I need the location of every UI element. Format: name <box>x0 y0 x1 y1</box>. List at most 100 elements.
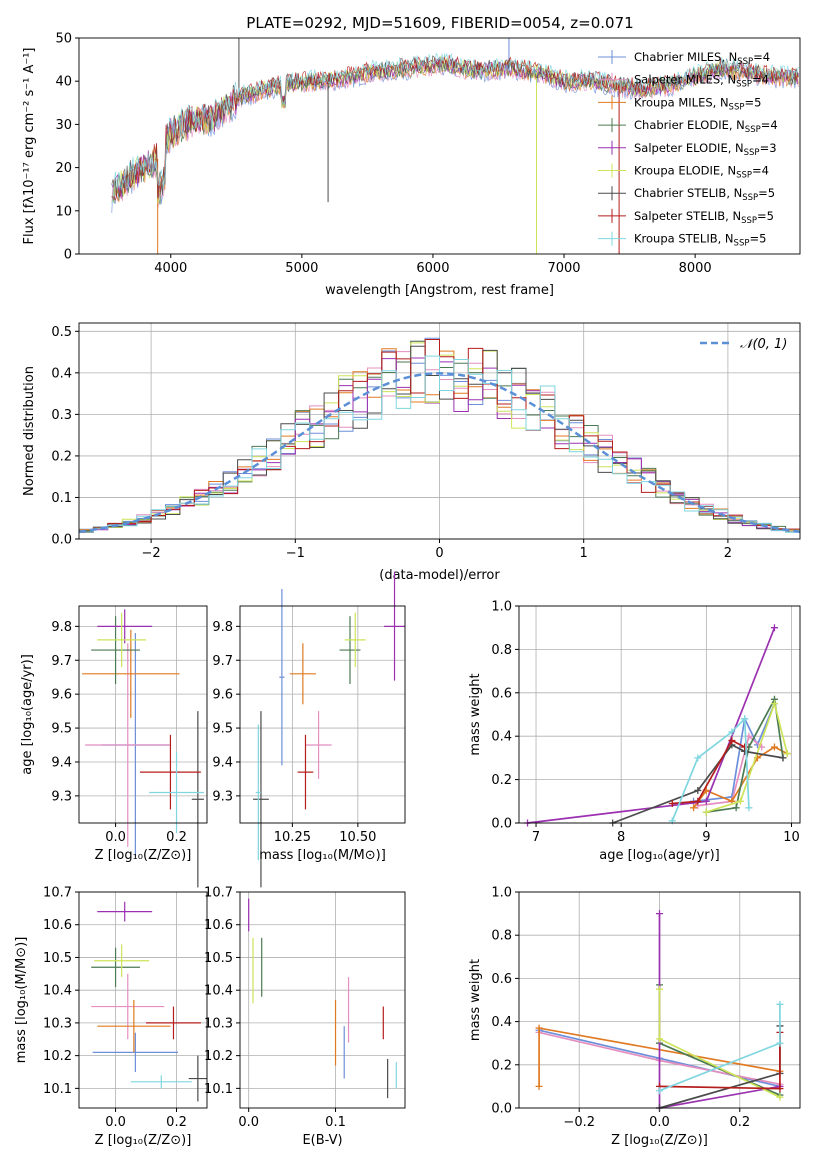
legend-name: Kroupa MILES, N <box>634 95 729 109</box>
mw_vs_Z-marker <box>776 1039 784 1047</box>
x-tick-label: 10 <box>783 830 800 845</box>
y-tick-label: 10 <box>55 204 72 219</box>
mw_vs_age-series-salpeter_miles <box>697 734 763 807</box>
legend-eq: =5 <box>757 209 774 223</box>
y-tick-label: 0.0 <box>491 1102 512 1117</box>
x-tick-label: −1 <box>286 546 305 561</box>
mw_vs_age-frame <box>518 605 801 824</box>
y-tick-label: 9.3 <box>51 789 72 804</box>
x-tick-label: 8 <box>617 830 625 845</box>
y-tick-label: 0.2 <box>491 1058 512 1073</box>
x-tick-label: 0.0 <box>105 1115 126 1130</box>
mw_vs_Z-marker <box>535 1024 543 1032</box>
y-tick-label: 10.1 <box>43 1082 72 1097</box>
spectrum-series-salpeter_stelib <box>111 55 799 201</box>
mass_vs_ebv-axes: 0.0 0.1 10.1 10.2 10.3 10.4 10.5 10.6 10.7 E(B-V) <box>204 886 406 1148</box>
x-tick-label: −2 <box>142 546 161 561</box>
mw_vs_age-marker <box>694 786 702 794</box>
x-tick-label: 0.2 <box>166 1115 187 1130</box>
legend-label: Kroupa STELIB, NSSP=5 <box>634 232 766 249</box>
mass_vs_Z-frame <box>78 891 208 1109</box>
y-tick-label: 9.7 <box>51 654 72 669</box>
y-tick-label: 1.0 <box>491 886 512 901</box>
y-tick-label: 9.4 <box>51 755 72 770</box>
legend-label: Kroupa ELODIE, NSSP=4 <box>634 164 769 181</box>
mw_vs_age-marker <box>770 743 778 751</box>
legend-eq: =4 <box>752 164 769 178</box>
legend-name: Chabrier ELODIE, N <box>634 118 745 132</box>
normal-legend-label: 𝒩(0, 1) <box>740 337 787 352</box>
age_vs_mass-axes: 10.25 10.50 9.3 9.4 9.5 9.6 9.7 9.8 mass [log₁₀(… <box>212 572 406 888</box>
residual-hist-salpeter_stelib <box>79 339 800 533</box>
spectrum-series-salpeter_miles <box>111 61 799 209</box>
legend-name: Salpeter ELODIE, N <box>634 141 744 155</box>
mw_vs_age-marker <box>668 799 676 807</box>
y-tick-label: 10.5 <box>43 951 72 966</box>
spectrum-series-kroupa_stelib <box>111 52 799 204</box>
legend-sub: SSP <box>729 102 745 112</box>
legend-label: Chabrier STELIB, NSSP=5 <box>634 186 775 203</box>
y-tick-label: 9.4 <box>212 755 233 770</box>
x-tick-label: 0.1 <box>325 1115 346 1130</box>
y-tick-label: 0.0 <box>51 533 72 548</box>
y-tick-label: 0.4 <box>491 730 512 745</box>
spectrum-ylabel: Flux [fλ10⁻¹⁷ erg cm⁻² s⁻¹ A⁻¹] <box>22 48 37 245</box>
y-tick-label: 20 <box>55 161 72 176</box>
y-tick-label: 9.5 <box>51 722 72 737</box>
mw_vs_Z-marker <box>656 1035 663 1043</box>
mw_vs_age-marker <box>770 700 778 708</box>
legend-label: Kroupa MILES, NSSP=5 <box>634 95 761 112</box>
legend-sub: SSP <box>737 57 753 67</box>
mw_vs_age-axes: 7 8 9 10 0.0 0.2 0.4 0.6 0.8 1.0 age [log₁₀(age/yr… <box>468 600 801 863</box>
y-tick-label: 10.3 <box>204 1016 233 1031</box>
mw_vs_age-marker <box>736 797 744 805</box>
mw_vs_age-marker <box>783 750 791 758</box>
y-tick-label: 50 <box>55 32 72 47</box>
y-tick-label: 0.0 <box>491 817 512 832</box>
mw_vs_Z-ylabel: mass weight <box>468 959 483 1041</box>
x-tick-label: 0 <box>435 546 443 561</box>
mw_vs_age-marker <box>702 808 710 816</box>
mw_vs_age-marker <box>694 797 702 805</box>
legend-name: Kroupa STELIB, N <box>634 232 734 246</box>
y-tick-label: 10.3 <box>43 1016 72 1031</box>
y-tick-label: 0.6 <box>491 686 512 701</box>
residual-hist-salpeter_miles <box>79 340 800 533</box>
age_vs_Z-axes: 0.0 0.2 9.3 9.4 9.5 9.6 9.7 9.8 Z [log₁₀(Z/Z⊙)] a… <box>20 605 208 888</box>
x-tick-label: −0.2 <box>563 1115 595 1130</box>
mw_vs_Z-marker <box>656 1087 663 1095</box>
y-tick-label: 10.6 <box>43 918 72 933</box>
age_vs_mass-frame <box>239 605 406 824</box>
y-tick-label: 0.4 <box>491 1015 512 1030</box>
x-tick-label: 0.2 <box>729 1115 750 1130</box>
y-tick-label: 9.6 <box>51 688 72 703</box>
y-tick-label: 1.0 <box>491 600 512 615</box>
x-tick-label: 2 <box>724 546 732 561</box>
age_vs_Z-xlabel: Z [log₁₀(Z/Z⊙)] <box>95 848 192 863</box>
spectrum-frame <box>78 37 801 255</box>
mw_vs_age-marker <box>702 797 710 805</box>
y-tick-label: 10.2 <box>204 1049 233 1064</box>
x-tick-label: 0.0 <box>649 1115 670 1130</box>
mw_vs_age-marker <box>745 804 753 812</box>
legend-eq: =5 <box>758 186 775 200</box>
y-tick-label: 10.7 <box>43 886 72 901</box>
legend-eq: =4 <box>761 118 778 132</box>
legend-eq: =5 <box>744 95 761 109</box>
y-tick-label: 40 <box>55 75 72 90</box>
x-tick-label: 5000 <box>285 261 318 276</box>
spectrum-axes: 4000 5000 6000 7000 8000 0 10 20 30 40 50 wavelengt… <box>22 32 801 298</box>
legend-name: Salpeter STELIB, N <box>634 209 741 223</box>
y-tick-label: 10.4 <box>43 984 72 999</box>
mw_vs_age-marker <box>728 737 736 745</box>
x-tick-label: 1 <box>580 546 588 561</box>
mw_vs_age-marker <box>694 754 702 762</box>
age_vs_mass-xlabel: mass [log₁₀(M/M⊙)] <box>259 848 386 863</box>
mass_vs_Z-ylabel: mass [log₁₀(M/M⊙)] <box>14 937 29 1064</box>
mw_vs_Z-xlabel: Z [log₁₀(Z/Z⊙)] <box>611 1133 708 1148</box>
y-tick-label: 9.6 <box>212 688 233 703</box>
y-tick-label: 9.5 <box>212 722 233 737</box>
x-tick-label: 7 <box>532 830 540 845</box>
legend-sub: SSP <box>736 171 752 181</box>
y-tick-label: 0.6 <box>491 972 512 987</box>
